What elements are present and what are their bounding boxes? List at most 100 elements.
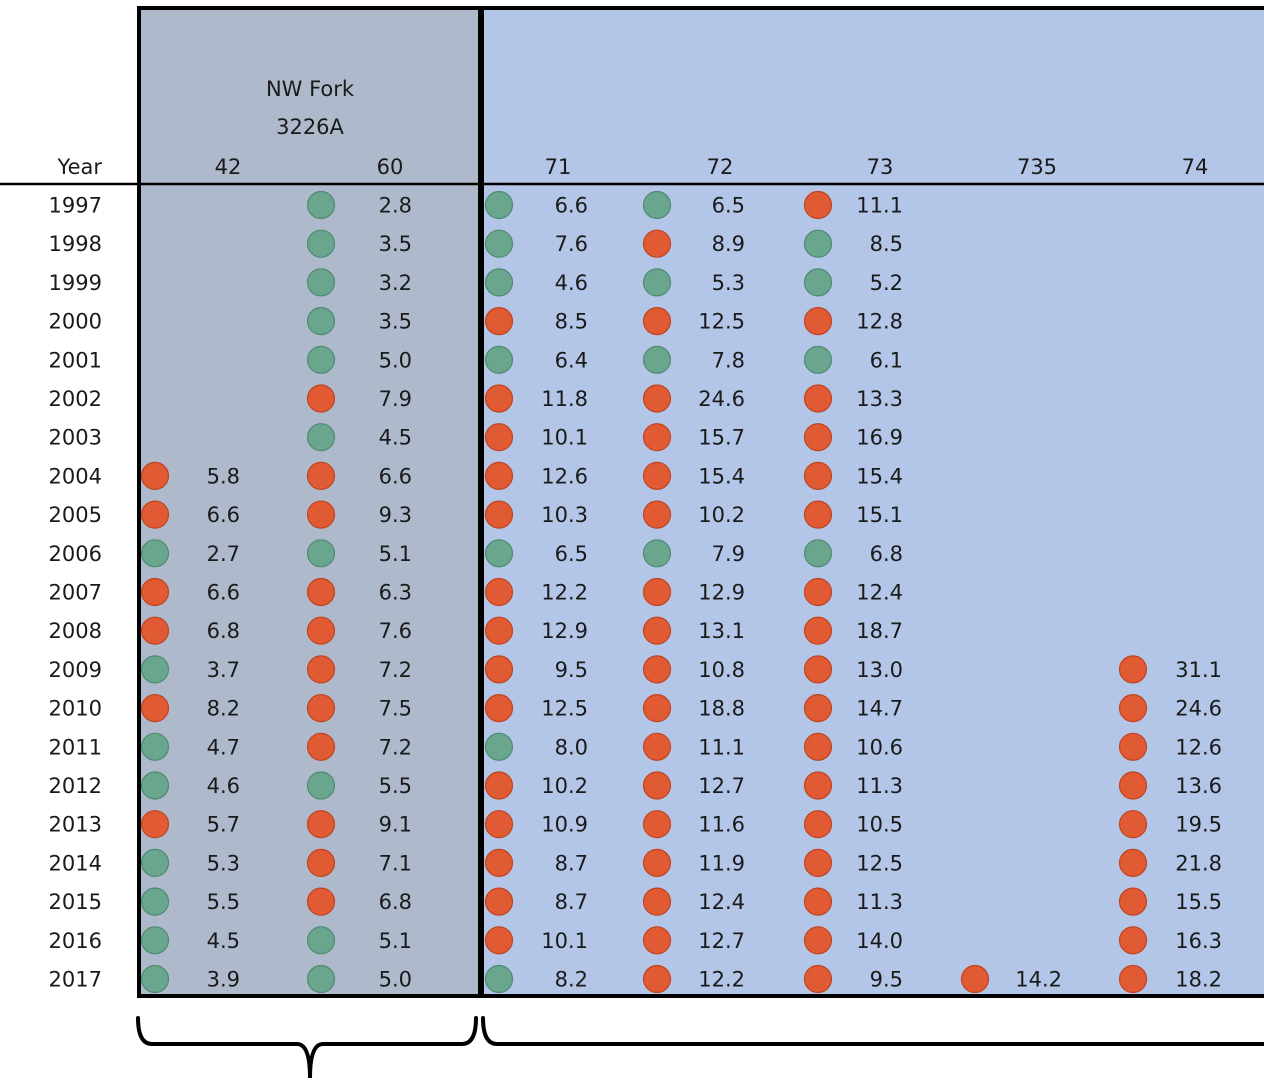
cell-value: 10.3	[541, 503, 588, 527]
status-dot-red	[642, 500, 672, 529]
status-dot-green	[484, 229, 514, 258]
cell-value: 5.3	[712, 271, 745, 295]
cell-value: 2.8	[379, 194, 412, 218]
cell-value: 5.8	[207, 464, 240, 488]
cell-value: 7.2	[379, 658, 412, 682]
status-dot-green	[803, 539, 833, 568]
cell-value: 14.7	[856, 697, 903, 721]
cell-value: 4.5	[379, 426, 412, 450]
gray-panel	[139, 8, 480, 996]
year-header: Year	[57, 155, 103, 179]
status-dot-green	[484, 190, 514, 220]
cell-value: 3.5	[379, 232, 412, 256]
cell-value: 6.5	[555, 542, 588, 566]
column-header-73: 73	[867, 155, 894, 179]
cell-value: 6.3	[379, 581, 412, 605]
cell-value: 6.8	[379, 890, 412, 914]
cell-value: 9.5	[555, 658, 588, 682]
status-dot-red	[484, 693, 514, 723]
cell-value: 18.8	[698, 697, 745, 721]
cell-value: 12.6	[541, 464, 588, 488]
cell-value: 19.5	[1175, 813, 1222, 837]
cell-value: 31.1	[1175, 658, 1222, 682]
cell-value: 7.6	[555, 232, 588, 256]
status-dot-red	[484, 655, 514, 684]
status-dot-red	[306, 810, 336, 839]
status-dot-green	[642, 268, 672, 297]
status-dot-green	[306, 964, 336, 994]
cell-value: 6.6	[555, 194, 588, 218]
status-dot-red	[484, 500, 514, 529]
status-dot-red	[306, 887, 336, 916]
year-label: 1999	[49, 271, 102, 295]
table-row: 2016 4.5 5.1 10.1 12.7 14.0 16.3	[49, 926, 1222, 955]
status-dot-green	[803, 268, 833, 297]
column-header-74: 74	[1182, 155, 1209, 179]
cell-value: 11.8	[541, 387, 588, 411]
year-label: 2016	[49, 929, 102, 953]
cell-value: 10.1	[541, 426, 588, 450]
table-row: 2002 7.9 11.8 24.6 13.3	[49, 384, 903, 413]
cell-value: 5.5	[379, 774, 412, 798]
year-label: 2005	[49, 503, 102, 527]
status-dot-red	[803, 384, 833, 413]
status-dot-red	[484, 887, 514, 916]
cell-value: 12.4	[698, 890, 745, 914]
status-dot-green	[140, 771, 170, 800]
status-dot-green	[306, 926, 336, 955]
status-dot-red	[642, 655, 672, 684]
cell-value: 16.9	[856, 426, 903, 450]
column-header-42: 42	[215, 155, 242, 179]
table-row: 2014 5.3 7.1 8.7 11.9 12.5 21.8	[49, 848, 1222, 878]
status-dot-green	[484, 539, 514, 568]
cell-value: 7.8	[712, 348, 745, 372]
year-label: 2010	[49, 697, 102, 721]
status-dot-red	[803, 848, 833, 878]
status-dot-red	[1118, 693, 1148, 723]
table-row: 2006 2.7 5.1 6.5 7.9 6.8	[49, 539, 903, 568]
status-dot-red	[642, 926, 672, 955]
cell-value: 3.2	[379, 271, 412, 295]
cell-value: 7.1	[379, 851, 412, 875]
cell-value: 15.4	[856, 464, 903, 488]
status-dot-red	[1118, 926, 1148, 955]
year-label: 2002	[49, 387, 102, 411]
cell-value: 13.3	[856, 387, 903, 411]
cell-value: 7.2	[379, 735, 412, 759]
status-dot-red	[803, 964, 833, 994]
cell-value: 5.7	[207, 813, 240, 837]
status-dot-red	[642, 229, 672, 258]
year-label: 1997	[49, 194, 102, 218]
status-dot-green	[140, 926, 170, 955]
cell-value: 5.1	[379, 542, 412, 566]
cell-value: 11.3	[856, 774, 903, 798]
cell-value: 5.0	[379, 348, 412, 372]
cell-value: 12.2	[541, 581, 588, 605]
bracket-right	[481, 1016, 1264, 1046]
cell-value: 4.6	[207, 774, 240, 798]
table-row: 2015 5.5 6.8 8.7 12.4 11.3 15.5	[49, 887, 1222, 916]
status-dot-red	[140, 616, 170, 645]
cell-value: 5.2	[870, 271, 903, 295]
cell-value: 16.3	[1175, 929, 1222, 953]
cell-value: 12.5	[856, 851, 903, 875]
status-dot-red	[140, 461, 170, 490]
status-dot-red	[140, 693, 170, 723]
cell-value: 24.6	[1175, 697, 1222, 721]
status-dot-red	[803, 732, 833, 761]
status-dot-green	[803, 345, 833, 374]
cell-value: 10.2	[541, 774, 588, 798]
year-label: 2017	[49, 968, 102, 992]
year-label: 2000	[49, 310, 102, 334]
cell-value: 12.4	[856, 581, 903, 605]
status-dot-red	[642, 577, 672, 607]
cell-value: 18.2	[1175, 968, 1222, 992]
status-dot-green	[140, 848, 170, 878]
cell-value: 12.9	[698, 581, 745, 605]
cell-value: 12.7	[698, 929, 745, 953]
year-label: 2014	[49, 851, 102, 875]
status-dot-red	[1118, 771, 1148, 800]
year-label: 2011	[49, 735, 102, 759]
table-row: 1999 3.2 4.6 5.3 5.2	[49, 268, 903, 297]
status-dot-red	[306, 848, 336, 878]
